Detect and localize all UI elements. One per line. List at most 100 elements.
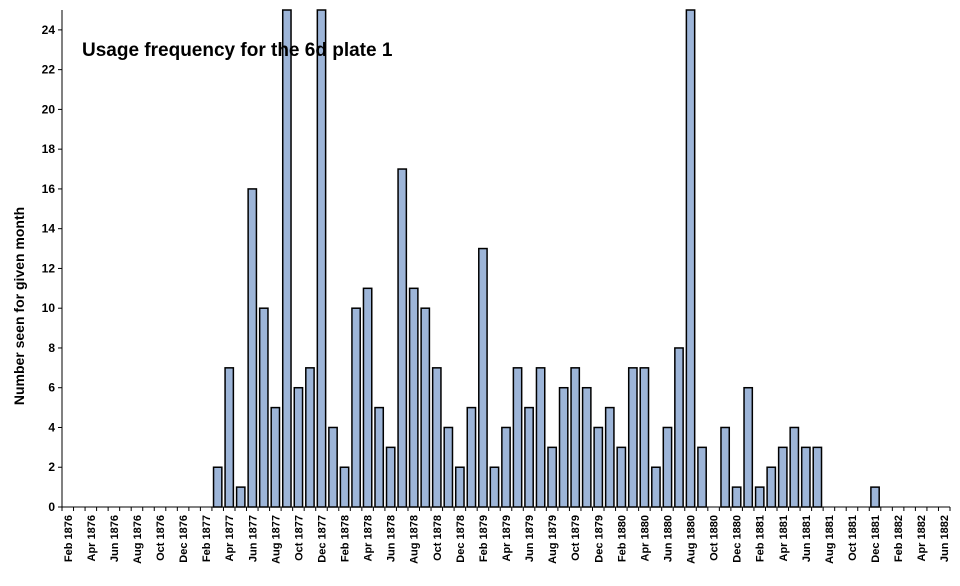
- bar: [339, 466, 350, 508]
- axes: [61, 10, 950, 508]
- y-tick-label: 12: [42, 261, 56, 275]
- bar: [466, 406, 477, 508]
- bar: [639, 367, 650, 508]
- x-tick-label: Dec 1878: [455, 515, 467, 563]
- y-tick-label: 22: [42, 63, 56, 77]
- x-tick-label: Feb 1882: [893, 515, 905, 562]
- x-tick-label: Aug 1877: [270, 515, 282, 564]
- bar: [604, 406, 615, 508]
- x-tick-label: Oct 1878: [432, 515, 444, 561]
- x-tick-label: Jun 1881: [801, 515, 813, 562]
- bar: [697, 446, 707, 508]
- bar: [397, 168, 408, 508]
- bar: [616, 446, 627, 508]
- y-tick-label: 14: [42, 222, 56, 236]
- bar: [305, 367, 315, 508]
- bar: [870, 486, 880, 508]
- bar: [777, 446, 788, 508]
- x-tick-label: Apr 1880: [639, 515, 651, 561]
- bar: [754, 486, 765, 508]
- bar: [270, 406, 281, 508]
- bar: [743, 386, 754, 508]
- x-tick-label: Apr 1879: [501, 515, 513, 561]
- y-tick-label: 18: [42, 142, 56, 156]
- x-tick-label: Oct 1879: [570, 515, 582, 561]
- bar: [454, 466, 465, 508]
- x-tick-label: Dec 1877: [316, 515, 328, 563]
- bar: [789, 426, 800, 508]
- bar: [512, 367, 523, 508]
- bar: [766, 466, 777, 508]
- x-tick-label: Apr 1882: [916, 515, 928, 561]
- bar: [547, 446, 558, 508]
- bar: [212, 466, 223, 508]
- x-tick-label: Feb 1879: [478, 515, 490, 562]
- x-tick-label: Apr 1878: [363, 515, 375, 561]
- x-tick-label: Jun 1878: [386, 515, 398, 562]
- x-tick-label: Feb 1877: [201, 515, 213, 562]
- bar: [524, 406, 534, 508]
- bar: [385, 446, 396, 508]
- bar: [581, 386, 592, 508]
- x-tick-label: Dec 1879: [593, 515, 605, 563]
- x-tick-label: Dec 1880: [732, 515, 744, 563]
- x-tick-label: Dec 1876: [178, 515, 190, 563]
- bar: [627, 367, 638, 508]
- bar: [593, 426, 604, 508]
- y-tick-label: 10: [42, 301, 56, 315]
- bar: [281, 9, 292, 508]
- chart-title: Usage frequency for the 6d plate 1: [82, 40, 393, 61]
- y-tick-label: 20: [42, 102, 56, 116]
- y-tick-label: 2: [48, 460, 55, 474]
- bar: [247, 188, 258, 508]
- x-tick-label: Jun 1877: [247, 515, 259, 562]
- bar: [420, 307, 431, 508]
- y-tick-label: 8: [48, 341, 55, 355]
- bar: [674, 347, 684, 508]
- bar: [293, 386, 304, 508]
- bar: [258, 307, 269, 508]
- x-tick-label: Apr 1881: [778, 515, 790, 561]
- bar: [478, 247, 488, 508]
- bar: [224, 367, 235, 508]
- x-tick-label: Jun 1879: [524, 515, 536, 562]
- x-tick-label: Feb 1878: [340, 515, 352, 562]
- x-tick-label: Oct 1881: [847, 515, 859, 561]
- bar: [489, 466, 500, 508]
- x-tick-label: Aug 1878: [409, 515, 421, 564]
- x-tick-label: Feb 1876: [63, 515, 75, 562]
- bar: [651, 466, 661, 508]
- x-tick-label: Oct 1876: [155, 515, 167, 561]
- bar: [685, 9, 696, 508]
- bar: [558, 386, 569, 508]
- bar: [812, 446, 823, 508]
- bar: [351, 307, 361, 508]
- x-tick-label: Aug 1880: [686, 515, 698, 564]
- x-tick-label: Feb 1880: [616, 515, 628, 562]
- y-tick-label: 6: [48, 381, 55, 395]
- y-axis-label: Number seen for given month: [11, 207, 27, 405]
- bar: [408, 287, 419, 508]
- bar: [501, 426, 511, 508]
- x-tick-label: Aug 1876: [132, 515, 144, 564]
- bar: [374, 406, 385, 508]
- y-tick-label: 24: [42, 23, 56, 37]
- bar: [431, 367, 442, 508]
- bar: [328, 426, 338, 508]
- x-tick-label: Oct 1880: [709, 515, 721, 561]
- bar: [235, 486, 246, 508]
- y-tick-label: 0: [48, 500, 55, 514]
- bar: [570, 367, 581, 508]
- bar: [662, 426, 673, 508]
- x-axis-ticks: Feb 1876 Apr 1876 Jun 1876 Aug 1876 Oct 1876…: [61, 507, 951, 564]
- y-tick-label: 16: [42, 182, 56, 196]
- bar: [731, 486, 742, 508]
- y-tick-label: 4: [48, 420, 55, 434]
- bar: [535, 367, 546, 508]
- x-tick-label: Apr 1877: [224, 515, 236, 561]
- bar: [443, 426, 454, 508]
- bar-series: [212, 9, 880, 508]
- bar: [720, 426, 731, 508]
